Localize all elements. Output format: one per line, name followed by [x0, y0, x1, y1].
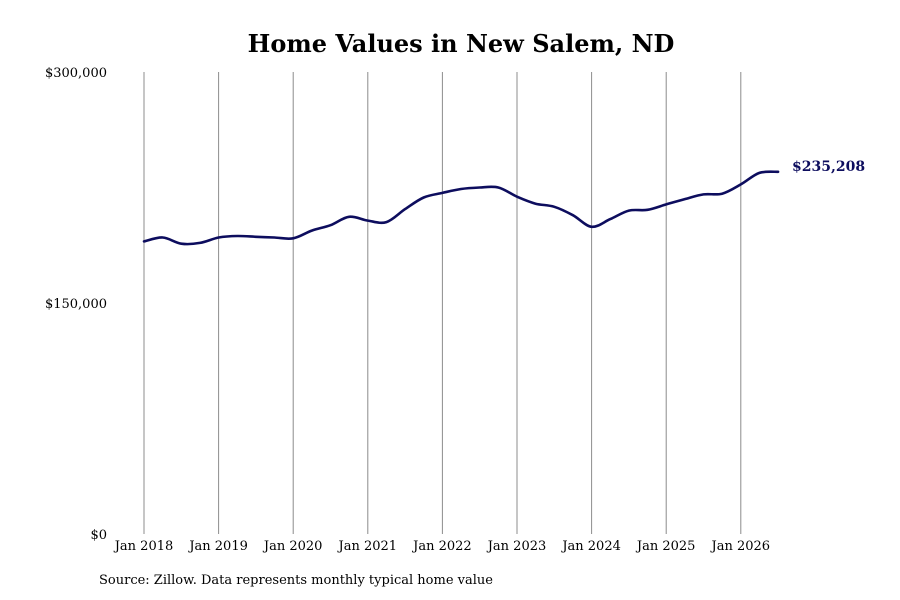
y-tick-label-0: $0 — [90, 528, 107, 543]
x-axis-ticks: Jan 2018 Jan 2019 Jan 2020 Jan 2021 Jan 2022… — [113, 539, 770, 554]
chart-title: Home Values in New Salem, ND — [248, 29, 675, 58]
x-tick-label-4: Jan 2022 — [411, 539, 472, 554]
x-tick-label-7: Jan 2025 — [635, 539, 696, 554]
latest-value-label: $235,208 — [792, 159, 865, 175]
y-axis-ticks: $0 $150,000 $300,000 — [45, 66, 107, 543]
x-tick-label-8: Jan 2026 — [710, 539, 771, 554]
x-tick-label-5: Jan 2023 — [486, 539, 547, 554]
source-note: Source: Zillow. Data represents monthly … — [99, 573, 493, 588]
x-tick-label-2: Jan 2020 — [262, 539, 323, 554]
x-tick-label-6: Jan 2024 — [560, 539, 621, 554]
x-tick-label-3: Jan 2021 — [337, 539, 398, 554]
x-tick-label-1: Jan 2019 — [187, 539, 248, 554]
y-tick-label-1: $150,000 — [45, 297, 107, 312]
gridlines — [143, 72, 742, 534]
home-value-line — [142, 170, 780, 246]
x-tick-label-0: Jan 2018 — [113, 539, 174, 554]
y-tick-label-2: $300,000 — [45, 66, 107, 81]
